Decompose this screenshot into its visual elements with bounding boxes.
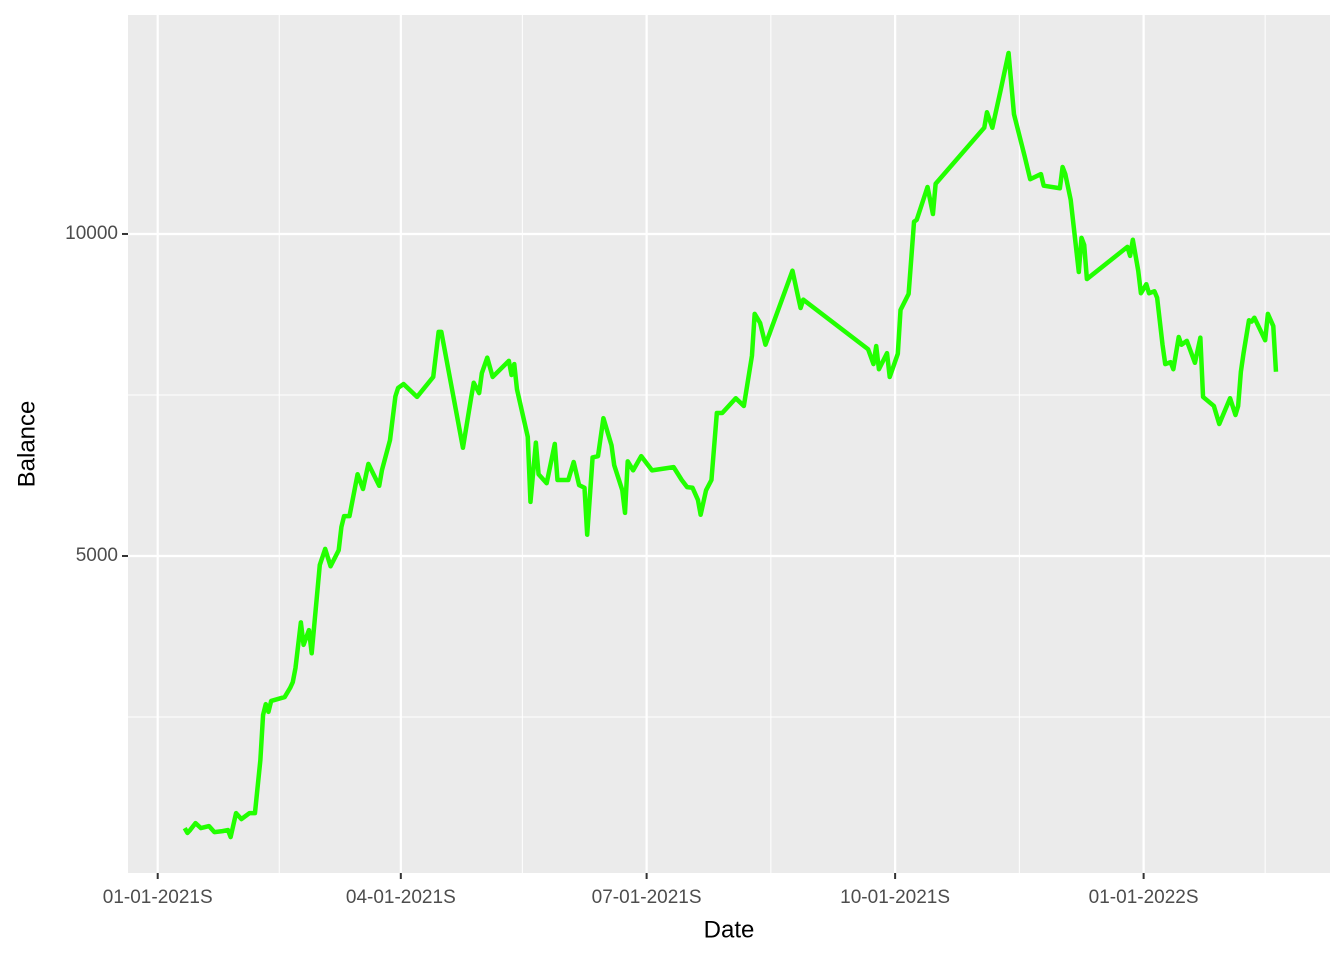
data-line bbox=[182, 50, 1279, 840]
x-tick-label: 04-01-2021S bbox=[346, 887, 456, 908]
grid bbox=[128, 15, 1330, 873]
x-tick-label: 10-01-2021S bbox=[840, 887, 950, 908]
x-axis-title: Date bbox=[704, 916, 755, 943]
x-tick-label: 01-01-2022S bbox=[1089, 887, 1199, 908]
x-tick-label: 07-01-2021S bbox=[592, 887, 702, 908]
y-axis-title: Balance bbox=[13, 401, 40, 488]
x-tick-label: 01-01-2021S bbox=[103, 887, 213, 908]
y-tick-label: 10000 bbox=[65, 223, 118, 244]
plot-panel bbox=[128, 15, 1330, 873]
y-tick-label: 5000 bbox=[76, 545, 118, 566]
